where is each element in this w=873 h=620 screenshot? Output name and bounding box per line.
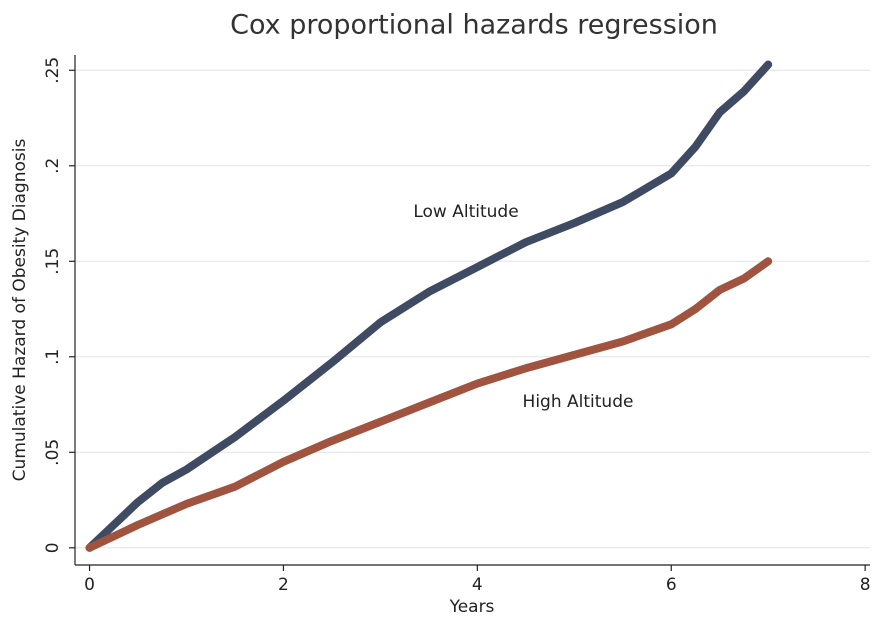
x-tick-label: 2	[278, 575, 289, 595]
x-tick-label: 6	[666, 575, 677, 595]
series-label: High Altitude	[523, 392, 634, 412]
y-tick-label: .15	[43, 248, 63, 275]
y-tick-label: .2	[43, 158, 63, 174]
x-axis-label: Years	[449, 597, 495, 617]
line-series	[85, 60, 773, 552]
series-label: Low Altitude	[413, 202, 518, 222]
y-tick-label: .1	[43, 349, 63, 365]
y-tick-label: .25	[43, 57, 63, 84]
y-tick-label: .05	[43, 439, 63, 466]
x-tick-label: 4	[472, 575, 483, 595]
x-tick-label: 0	[84, 575, 95, 595]
y-axis-label: Cumulative Hazard of Obesity Diagnosis	[10, 139, 30, 482]
line-series	[85, 257, 773, 552]
y-tick-label: 0	[43, 542, 63, 553]
chart-title: Cox proportional hazards regression	[230, 10, 718, 41]
x-tick-label: 8	[860, 575, 871, 595]
